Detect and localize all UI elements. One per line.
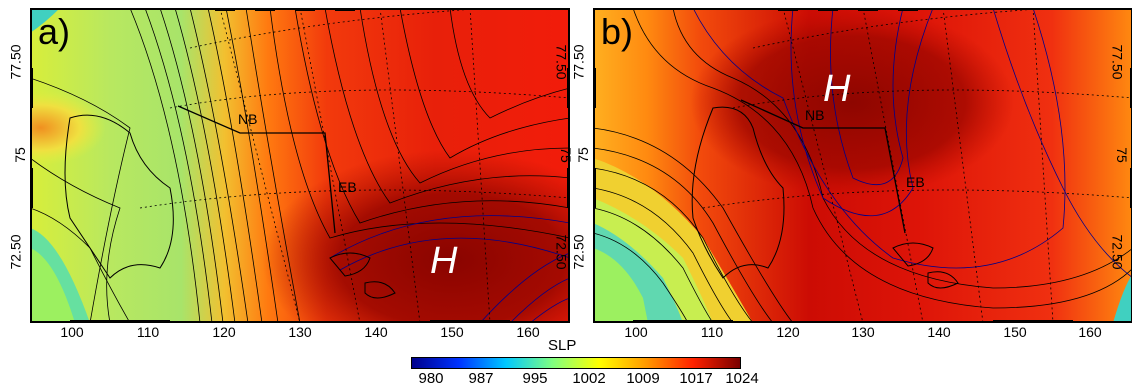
colorbar-tick-980: 980 (418, 370, 444, 387)
lon-tick-b-100: 100 (624, 324, 648, 340)
lat-tick-b-left-2: 75 (574, 147, 591, 163)
colorbar-tick-1024: 1024 (725, 370, 759, 387)
colorbar-tick-987: 987 (468, 370, 494, 387)
lat-tick-b-left-3: 72.50 (570, 234, 587, 270)
lat-tick-a-left-1: 77.50 (7, 44, 24, 80)
high-pressure-label-a: H (430, 240, 458, 282)
lon-tick-a-140: 140 (364, 324, 388, 340)
lon-tick-a-160: 160 (516, 324, 540, 340)
region-label-eb-a: EB (338, 179, 357, 195)
lon-tick-a-130: 130 (288, 324, 312, 340)
high-pressure-label-b: H (823, 68, 851, 110)
lat-tick-b-right-1: 77.50 (1109, 44, 1126, 80)
lat-tick-a-right-1: 77.50 (553, 44, 570, 80)
map-panel-a: a) H NB EB (30, 8, 570, 323)
lat-tick-a-left-3: 72.50 (7, 234, 24, 270)
lon-tick-b-130: 130 (851, 324, 875, 340)
lat-tick-b-right-3: 72.50 (1109, 234, 1126, 270)
colorbar-tick-1002: 1002 (572, 370, 606, 387)
lat-tick-b-right-2: 75 (1113, 147, 1130, 163)
lon-tick-a-120: 120 (212, 324, 236, 340)
colorbar-tick-1017: 1017 (679, 370, 713, 387)
colorbar (411, 357, 741, 369)
lat-tick-a-right-3: 72.50 (553, 234, 570, 270)
region-label-nb-a: NB (238, 111, 258, 127)
lon-tick-b-110: 110 (700, 324, 724, 340)
panel-label-a: a) (38, 11, 71, 52)
lon-tick-a-150: 150 (440, 324, 464, 340)
map-panel-b: b) H NB EB (593, 8, 1132, 323)
colorbar-tick-995: 995 (522, 370, 548, 387)
lon-tick-a-110: 110 (136, 324, 160, 340)
region-label-eb-b: EB (906, 174, 925, 190)
lon-tick-a-100: 100 (60, 324, 84, 340)
lon-tick-b-120: 120 (776, 324, 800, 340)
slp-contour-map-a (30, 8, 570, 323)
colorbar-title: SLP (548, 337, 577, 354)
slp-contour-map-b (593, 8, 1132, 323)
region-label-nb-b: NB (805, 107, 825, 123)
panel-label-b: b) (601, 11, 634, 52)
lon-tick-b-150: 150 (1003, 324, 1027, 340)
lat-tick-b-left-1: 77.50 (570, 44, 587, 80)
lat-tick-a-right-2: 75 (557, 147, 574, 163)
lon-tick-b-160: 160 (1078, 324, 1102, 340)
lat-tick-a-left-2: 75 (11, 147, 28, 163)
colorbar-tick-1009: 1009 (626, 370, 660, 387)
lon-tick-b-140: 140 (927, 324, 951, 340)
